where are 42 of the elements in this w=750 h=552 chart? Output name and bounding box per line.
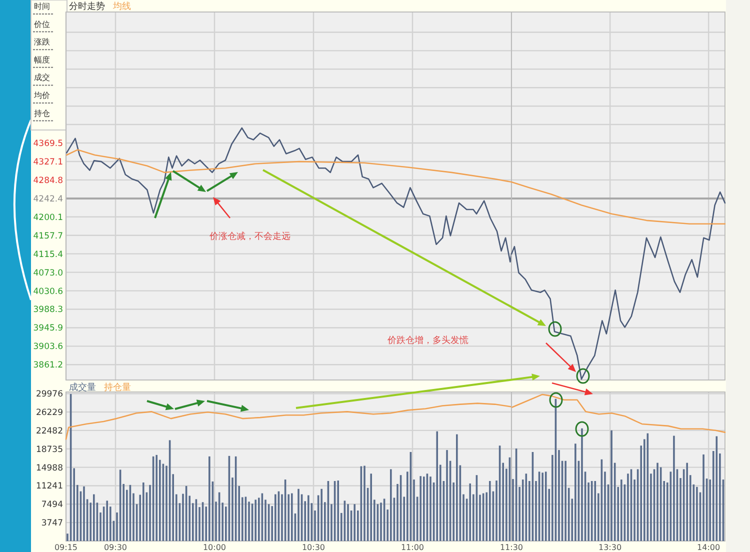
x-tick-label: 14:00 — [697, 543, 720, 552]
y-tick-label: 14988 — [36, 463, 63, 474]
y-tick-label: 4327.1 — [33, 157, 63, 168]
y-tick-label: 4073.0 — [33, 268, 63, 278]
text: 持仓 — [34, 108, 50, 118]
y-tick-label: 4284.8 — [33, 176, 63, 186]
y-tick-label: 4030.6 — [33, 286, 63, 297]
y-tick-label: 7494 — [41, 500, 63, 510]
y-tick-label: 29976 — [36, 390, 63, 400]
series-label: 成交量 — [69, 382, 96, 393]
x-tick-label: 09:15 — [54, 543, 78, 552]
text: 价位 — [33, 20, 50, 29]
text: 均线 — [112, 1, 131, 12]
y-tick-label: 11241 — [36, 482, 63, 492]
y-tick-label: 3747 — [41, 518, 63, 529]
y-tick-label: 4157.7 — [33, 231, 63, 242]
y-tick-label: 4369.5 — [33, 139, 63, 149]
y-tick-label: 3988.3 — [33, 305, 63, 316]
chart-title: 分时走势 — [69, 1, 105, 12]
text: 均价 — [33, 91, 50, 100]
y-tick-label: 26229 — [36, 408, 63, 418]
text: 持仓量 — [104, 382, 131, 393]
y-tick-label: 4200.1 — [33, 212, 63, 223]
y-tick-label: 4115.4 — [33, 250, 63, 260]
y-tick-label: 4242.4 — [33, 194, 63, 204]
text: 涨跌 — [34, 38, 50, 47]
x-tick-label: 09:30 — [104, 543, 128, 552]
annotation: 价跌仓增，多头发慌 — [386, 335, 468, 346]
x-tick-label: 10:00 — [202, 543, 226, 552]
text: 成交 — [34, 73, 50, 82]
x-tick-label: 11:30 — [500, 543, 524, 552]
x-tick-label: 11:00 — [400, 543, 424, 552]
y-tick-label: 18735 — [36, 444, 63, 455]
y-tick-label: 22482 — [36, 426, 63, 436]
y-tick-label: 3945.9 — [33, 324, 63, 334]
y-tick-label: 3903.6 — [33, 342, 63, 352]
y-tick-label: 3861.2 — [33, 360, 63, 371]
annotation: 价涨仓减，不会走远 — [208, 231, 290, 242]
x-tick-label: 13:30 — [598, 543, 622, 552]
text: 时间 — [34, 2, 50, 11]
x-tick-label: 10:30 — [302, 543, 326, 552]
text: 幅度 — [34, 55, 50, 64]
